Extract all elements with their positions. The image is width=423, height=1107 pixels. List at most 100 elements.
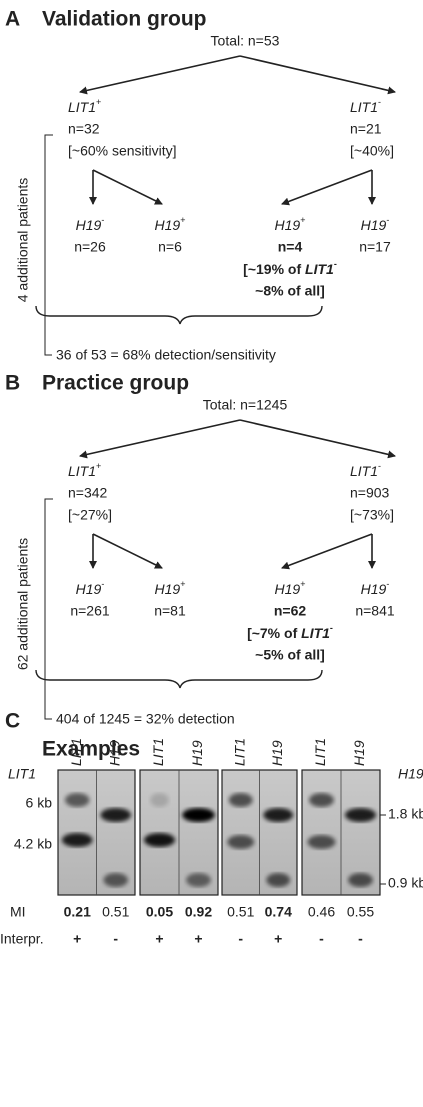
lane-label: LIT1 — [312, 738, 328, 766]
text-part: - — [386, 215, 389, 225]
leaf-n: n=81 — [154, 603, 186, 619]
total: Total: n=1245 — [203, 397, 288, 413]
mi-value: 0.46 — [308, 904, 335, 920]
arrow — [92, 169, 163, 205]
arrow — [281, 533, 373, 570]
summary: 36 of 53 = 68% detection/sensitivity — [56, 347, 276, 363]
text-part: + — [300, 215, 305, 225]
text-part: H19 — [76, 581, 102, 597]
gel-band — [263, 808, 294, 822]
gel-band — [266, 873, 291, 887]
lane-label: LIT1 — [231, 738, 247, 766]
gel-band — [227, 835, 255, 849]
mi-value: 0.51 — [227, 904, 254, 920]
arrow — [281, 169, 373, 206]
brace — [35, 669, 323, 689]
lane-label: LIT1 — [150, 738, 166, 766]
leaf-n: n=6 — [158, 239, 182, 255]
panel-title: Examples — [42, 738, 140, 761]
mi-value: 0.21 — [64, 904, 91, 920]
node-n: n=903 — [350, 485, 390, 501]
lane-label: LIT1 — [68, 738, 84, 766]
lane-label: H19 — [269, 740, 285, 766]
text-part: H19 — [155, 217, 181, 233]
interp-value: + — [194, 931, 202, 947]
highlight-line: [~19% of LIT1- — [243, 259, 337, 276]
node-note: [~27%] — [68, 507, 112, 523]
leaf-gene: H19- — [76, 579, 105, 596]
gel-band — [103, 873, 129, 887]
gel-band — [228, 793, 253, 807]
gel-band — [309, 793, 334, 807]
text-part: H19 — [275, 581, 301, 597]
interp-value: - — [238, 931, 243, 947]
panel-letter: A — [5, 8, 20, 31]
text-part: H19 — [361, 581, 387, 597]
text-part: H19 — [361, 217, 387, 233]
text-part: H19 — [155, 581, 181, 597]
interp-value: + — [274, 931, 282, 947]
highlight-line: ~8% of all] — [255, 283, 325, 299]
gel-band — [61, 833, 93, 847]
gel-band — [348, 873, 373, 887]
node-n: n=342 — [68, 485, 108, 501]
leaf-gene: H19+ — [155, 579, 186, 596]
size-label: 0.9 kb — [388, 875, 423, 891]
text-part: + — [180, 579, 185, 589]
lane-label: H19 — [351, 740, 367, 766]
leaf-n: n=17 — [359, 239, 391, 255]
text-part: - — [330, 623, 333, 633]
gel-band — [143, 833, 176, 847]
text-part: LIT1 — [68, 463, 96, 479]
node-note: [~40%] — [350, 143, 394, 159]
gel-band — [64, 793, 90, 807]
interp-value: - — [358, 931, 363, 947]
mi-value: 0.74 — [265, 904, 292, 920]
text-part: - — [378, 461, 381, 471]
mi-label: MI — [10, 904, 26, 920]
text-part: - — [334, 259, 337, 269]
mi-value: 0.51 — [102, 904, 129, 920]
leaf-n: n=261 — [70, 603, 110, 619]
size-label: 6 kb — [26, 795, 53, 811]
summary: 404 of 1245 = 32% detection — [56, 711, 235, 727]
side-label: 62 additional patients — [15, 538, 31, 670]
row-label: LIT1 — [8, 766, 36, 782]
arrow — [79, 419, 241, 459]
text-part: - — [101, 215, 104, 225]
panel-letter: C — [5, 710, 20, 733]
leaf-gene: H19- — [361, 579, 390, 596]
leaf-gene: H19+ — [275, 215, 306, 232]
leaf-n: n=841 — [355, 603, 395, 619]
leaf-gene: H19- — [76, 215, 105, 232]
total: Total: n=53 — [211, 33, 280, 49]
gel-band — [307, 835, 336, 849]
text-part: LIT1 — [305, 261, 334, 277]
text-part: - — [378, 97, 381, 107]
node-n: n=21 — [350, 121, 382, 137]
text-part: [~19% of — [243, 261, 305, 277]
text-part: + — [180, 215, 185, 225]
panel-title: Practice group — [42, 372, 189, 395]
mi-value: 0.55 — [347, 904, 374, 920]
side-bracket — [44, 498, 53, 720]
arrow — [239, 419, 396, 459]
lane-label: H19 — [106, 740, 122, 766]
gel-band — [182, 808, 215, 822]
highlight-line: [~7% of LIT1- — [247, 623, 333, 640]
node-gene: LIT1+ — [68, 97, 101, 114]
node-gene: LIT1- — [350, 97, 381, 114]
row-label: H19 — [398, 766, 423, 782]
lane-label: H19 — [189, 740, 205, 766]
panel-letter: B — [5, 372, 20, 395]
leaf-n: n=62 — [274, 603, 307, 619]
gel-band — [344, 808, 377, 822]
gel-band — [100, 808, 132, 822]
leaf-gene: H19+ — [275, 579, 306, 596]
text-part: + — [96, 461, 101, 471]
interp-value: - — [319, 931, 324, 947]
side-label: 4 additional patients — [15, 178, 31, 303]
text-part: + — [300, 579, 305, 589]
text-part: LIT1 — [350, 99, 378, 115]
